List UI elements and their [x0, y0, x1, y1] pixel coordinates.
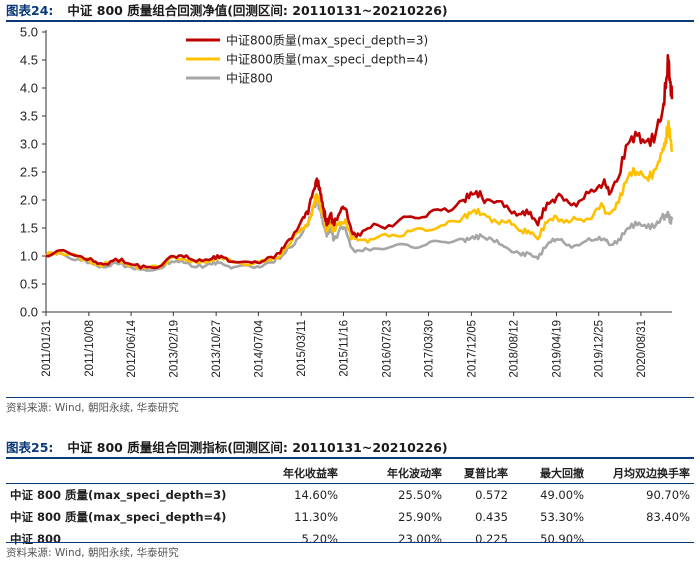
x-tick-label: 2012/06/14 [126, 319, 138, 377]
series-line-3 [45, 194, 674, 272]
cell-annual-volatility: 25.50% [342, 483, 446, 506]
x-tick-label: 2013/02/19 [168, 320, 180, 378]
cell-turnover: 90.70% [588, 483, 694, 506]
series-line-1 [46, 54, 674, 270]
cell-annual-volatility: 25.90% [398, 510, 442, 524]
header-sharpe: 夏普比率 [464, 466, 508, 480]
figure25-title-text: 中证 800 质量组合回测指标(回测区间: 20110131~20210226) [67, 440, 448, 455]
x-tick-label: 2014/07/04 [253, 319, 265, 377]
x-tick-label: 2018/08/12 [509, 320, 521, 378]
chart-axes: 0.0 0.5 1.0 1.5 2.0 2.5 3.0 3.5 4.0 4.5 5.0 2011/01… [20, 25, 672, 378]
cell-annual-return: 5.20% [301, 532, 338, 546]
cell-turnover: 83.40% [646, 510, 690, 524]
cell-max-drawdown: 49.00% [512, 483, 588, 506]
header-annual-return: 年化收益率 [283, 466, 338, 480]
y-tick-label: 4.5 [20, 53, 38, 68]
cell-annual-volatility: 23.00% [398, 532, 442, 546]
figure24-title-text: 中证 800 质量组合回测净值(回测区间: 20110131~20210226) [67, 3, 448, 18]
cell-annual-return: 11.30% [294, 510, 338, 524]
row-name: 中证 800 质量(max_speci_depth=3) [6, 483, 242, 506]
metrics-table: 年化收益率 年化波动率 夏普比率 最大回撤 月均双边换手率 中证 800 质量(… [6, 462, 694, 550]
x-tick-label: 2015/03/11 [296, 320, 308, 377]
x-tick-label: 2017/03/30 [424, 320, 436, 378]
chart-legend: 中证800质量(max_speci_depth=3) 中证800质量(max_sp… [186, 33, 428, 86]
y-tick-label: 3.5 [20, 109, 38, 124]
figure25-number: 图表25: [6, 440, 54, 455]
cell-annual-return: 14.60% [242, 483, 342, 506]
cell-sharpe: 0.435 [475, 510, 508, 524]
figure24-bottom-rule [6, 397, 694, 398]
header-turnover: 月均双边换手率 [613, 466, 690, 480]
header-annual-volatility: 年化波动率 [387, 466, 442, 480]
figure25-bottom-rule [6, 542, 694, 543]
metrics-header-row: 年化收益率 年化波动率 夏普比率 最大回撤 月均双边换手率 [6, 462, 694, 484]
figure24-number: 图表24: [6, 3, 54, 18]
cell-max-drawdown: 50.90% [540, 532, 584, 546]
x-tick-label: 2020/08/31 [636, 320, 648, 378]
y-tick-label: 2.5 [20, 165, 38, 180]
figure24-source: 资料来源: Wind, 朝阳永续, 华泰研究 [6, 402, 179, 414]
y-tick-label: 3.0 [20, 137, 38, 152]
figure25-source: 资料来源: Wind, 朝阳永续, 华泰研究 [6, 547, 179, 559]
x-tick-label: 2017/12/05 [466, 320, 478, 378]
y-tick-label: 1.5 [20, 221, 38, 236]
legend-label-1: 中证800质量(max_speci_depth=3) [226, 33, 428, 48]
legend-label-3: 中证800 [226, 71, 273, 86]
legend-label-2: 中证800质量(max_speci_depth=4) [226, 52, 428, 67]
y-tick-label: 0.0 [20, 305, 38, 320]
series-line-2 [44, 119, 674, 270]
y-tick-label: 4.0 [20, 81, 38, 96]
x-tick-label: 2011/01/31 [41, 320, 53, 377]
x-tick-label: 2019/12/25 [594, 320, 606, 378]
cell-max-drawdown: 53.30% [540, 510, 584, 524]
x-tick-label: 2019/04/19 [551, 320, 563, 378]
chart-series [44, 54, 674, 272]
figure24-title-rule [6, 20, 694, 22]
row-name: 中证 800 质量(max_speci_depth=4) [10, 510, 227, 524]
table-row: 中证 800 质量(max_speci_depth=4) 11.30% 25.9… [6, 506, 694, 528]
x-tick-label: 2013/10/27 [211, 320, 223, 378]
nav-line-chart: 0.0 0.5 1.0 1.5 2.0 2.5 3.0 3.5 4.0 4.5 5.0 2011/01… [20, 25, 674, 378]
figure25-title-rule [6, 457, 694, 459]
x-tick-label: 2011/10/08 [84, 320, 96, 377]
metrics-header-blank [6, 462, 242, 484]
cell-sharpe: 0.225 [475, 532, 508, 546]
x-tick-label: 2015/11/16 [338, 320, 350, 377]
y-tick-label: 2.0 [20, 193, 38, 208]
y-tick-label: 0.5 [20, 277, 38, 292]
figure24-title: 图表24: 中证 800 质量组合回测净值(回测区间: 20110131~2021… [6, 1, 694, 20]
x-tick-label: 2016/07/23 [381, 320, 393, 378]
figure25-title: 图表25: 中证 800 质量组合回测指标(回测区间: 20110131~2021… [6, 438, 694, 457]
y-tick-label: 5.0 [20, 25, 38, 40]
y-tick-label: 1.0 [20, 249, 38, 264]
header-max-drawdown: 最大回撤 [540, 466, 584, 480]
cell-sharpe: 0.572 [446, 483, 512, 506]
table-row: 中证 800 质量(max_speci_depth=3) 14.60% 25.5… [6, 483, 694, 506]
cell-turnover [588, 528, 694, 550]
